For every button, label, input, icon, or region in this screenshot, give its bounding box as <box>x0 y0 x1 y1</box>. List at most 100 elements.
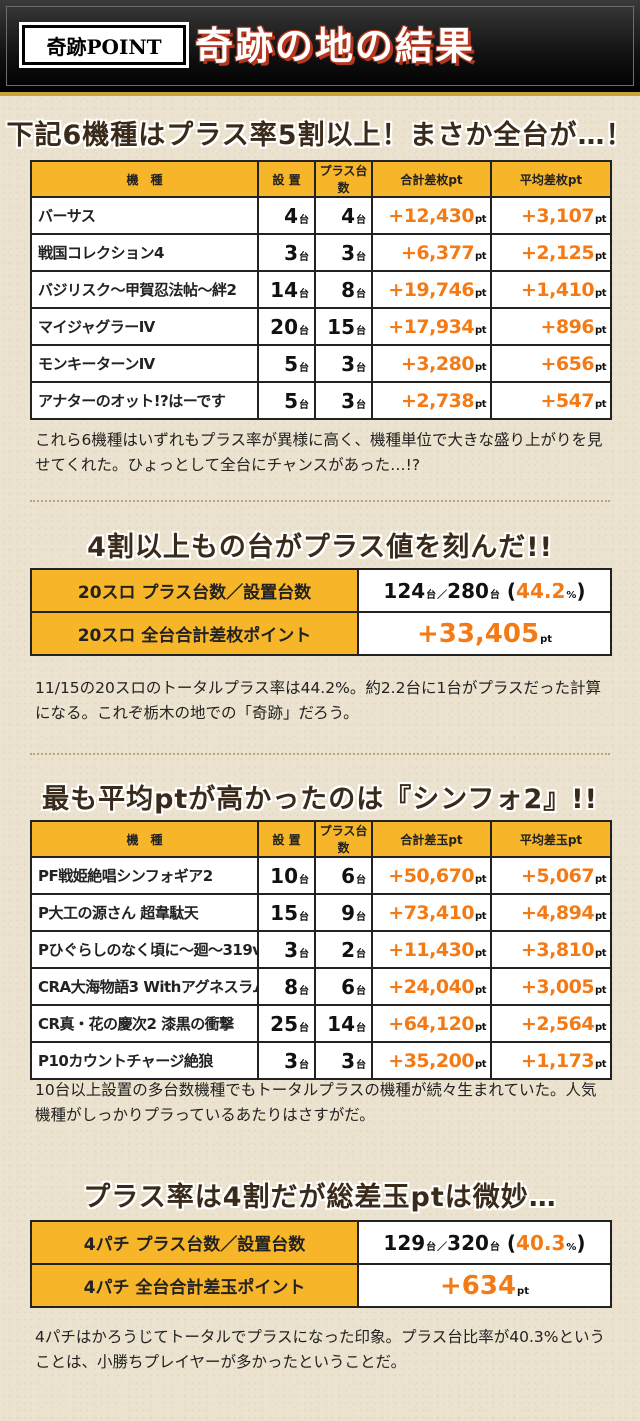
installed-count: 4台 <box>257 196 316 235</box>
total-points: +73,410pt <box>371 893 492 932</box>
total-points: +17,934pt <box>371 307 492 346</box>
col-header-total-pt: 合計差枚pt <box>371 160 492 198</box>
table-row: CR真・花の慶次2 漆黒の衝撃 25台 14台 +64,120pt +2,564pt <box>30 1004 612 1043</box>
average-points: +4,894pt <box>490 893 612 932</box>
total-points: +35,200pt <box>371 1041 492 1080</box>
total-points: +6,377pt <box>371 233 492 272</box>
summary-value: +634pt <box>357 1263 612 1308</box>
installed-count: 20台 <box>257 307 316 346</box>
plus-count: 2台 <box>314 930 373 969</box>
summary-row-total: 4パチ 全台合計差玉ポイント +634pt <box>30 1263 612 1308</box>
machine-name: マイジャグラーⅣ <box>30 307 259 346</box>
plus-count: 129 <box>383 1230 426 1255</box>
installed-count: 280 <box>447 578 489 603</box>
installed-count: 5台 <box>257 381 316 420</box>
plus-count: 8台 <box>314 270 373 309</box>
kiseki-point-badge: 奇跡POINT <box>22 25 186 65</box>
summary-label: 20スロ 全台合計差枚ポイント <box>30 611 359 656</box>
plus-count: 9台 <box>314 893 373 932</box>
average-points: +3,810pt <box>490 930 612 969</box>
table-row: アナターのオット!?はーです 5台 3台 +2,738pt +547pt <box>30 381 612 420</box>
pachinko-machine-table: 機 種 設 置 プラス台数 合計差玉pt 平均差玉pt PF戦姫絶唱シンフォギア… <box>30 820 612 1080</box>
section2-text: 11/15の20スロのトータルプラス率は44.2%。約2.2台に1台がプラスだっ… <box>35 679 602 722</box>
average-points: +1,410pt <box>490 270 612 309</box>
table-row: マイジャグラーⅣ 20台 15台 +17,934pt +896pt <box>30 307 612 346</box>
average-points: +3,107pt <box>490 196 612 235</box>
col-header-avg-pt: 平均差玉pt <box>490 820 612 858</box>
total-points: +64,120pt <box>371 1004 492 1043</box>
summary-label: 4パチ 全台合計差玉ポイント <box>30 1263 359 1308</box>
plus-count: 124 <box>383 578 426 603</box>
table-row: バーサス 4台 4台 +12,430pt +3,107pt <box>30 196 612 235</box>
installed-count: 10台 <box>257 856 316 895</box>
installed-count: 15台 <box>257 893 316 932</box>
col-header-machine: 機 種 <box>30 820 259 858</box>
table-row: バジリスク～甲賀忍法帖～絆2 14台 8台 +19,746pt +1,410pt <box>30 270 612 309</box>
section1-text: これら6機種はいずれもプラス率が異様に高く、機種単位で大きな盛り上がりを見せてく… <box>35 431 603 474</box>
machine-name: バジリスク～甲賀忍法帖～絆2 <box>30 270 259 309</box>
plus-count: 6台 <box>314 967 373 1006</box>
table-row: Pひぐらしのなく頃に～廻～319ver. 3台 2台 +11,430pt +3,810p… <box>30 930 612 969</box>
plus-count: 3台 <box>314 1041 373 1080</box>
summary-label: 4パチ プラス台数／設置台数 <box>30 1220 359 1265</box>
installed-count: 320 <box>447 1230 489 1255</box>
average-points: +2,125pt <box>490 233 612 272</box>
header-banner: 奇跡POINT 奇跡の地の結果 <box>0 0 640 96</box>
machine-name: 戦国コレクション4 <box>30 233 259 272</box>
section3-text: 10台以上設置の多台数機種でもトータルプラスの機種が続々生まれていた。人気機種が… <box>35 1081 597 1124</box>
total-points: +12,430pt <box>371 196 492 235</box>
col-header-avg-pt: 平均差枚pt <box>490 160 612 198</box>
machine-name: CR真・花の慶次2 漆黒の衝撃 <box>30 1004 259 1043</box>
total-points: +19,746pt <box>371 270 492 309</box>
average-points: +2,564pt <box>490 1004 612 1043</box>
slot-summary-table: 20スロ プラス台数／設置台数 124台／280台 (44.2%) 20スロ 全… <box>30 568 612 656</box>
col-header-total-pt: 合計差玉pt <box>371 820 492 858</box>
machine-name: CRA大海物語3 WithアグネスラムSAP <box>30 967 259 1006</box>
section2-heading: 4割以上もの台がプラス値を刻んだ!! <box>87 532 553 563</box>
total-points: +50,670pt <box>371 856 492 895</box>
summary-label: 20スロ プラス台数／設置台数 <box>30 568 359 613</box>
machine-name: P10カウントチャージ絶狼 <box>30 1041 259 1080</box>
plus-rate: 44.2 <box>516 578 566 603</box>
summary-value: 129台／320台 (40.3%) <box>357 1220 612 1265</box>
average-points: +5,067pt <box>490 856 612 895</box>
table-row: モンキーターンⅣ 5台 3台 +3,280pt +656pt <box>30 344 612 383</box>
total-points: +11,430pt <box>371 930 492 969</box>
installed-count: 3台 <box>257 233 316 272</box>
col-header-plus-count: プラス台数 <box>314 820 373 858</box>
total-points: +24,040pt <box>371 967 492 1006</box>
table-row: 戦国コレクション4 3台 3台 +6,377pt +2,125pt <box>30 233 612 272</box>
plus-count: 3台 <box>314 233 373 272</box>
col-header-installed: 設 置 <box>257 820 316 858</box>
table-row: PF戦姫絶唱シンフォギア2 10台 6台 +50,670pt +5,067pt <box>30 856 612 895</box>
installed-count: 3台 <box>257 930 316 969</box>
plus-count: 15台 <box>314 307 373 346</box>
machine-name: P大工の源さん 超韋駄天 <box>30 893 259 932</box>
average-points: +896pt <box>490 307 612 346</box>
summary-value: 124台／280台 (44.2%) <box>357 568 612 613</box>
pachinko-summary-table: 4パチ プラス台数／設置台数 129台／320台 (40.3%) 4パチ 全台合… <box>30 1220 612 1308</box>
summary-row-plus-rate: 4パチ プラス台数／設置台数 129台／320台 (40.3%) <box>30 1220 612 1265</box>
col-header-installed: 設 置 <box>257 160 316 198</box>
summary-value: +33,405pt <box>357 611 612 656</box>
plus-count: 3台 <box>314 344 373 383</box>
section4-text: 4パチはかろうじてトータルでプラスになった印象。プラス台比率が40.3%というこ… <box>35 1328 605 1371</box>
average-points: +3,005pt <box>490 967 612 1006</box>
total-points: +634 <box>439 1270 517 1301</box>
section-divider <box>30 500 610 502</box>
plus-count: 3台 <box>314 381 373 420</box>
total-points: +2,738pt <box>371 381 492 420</box>
section-divider <box>30 753 610 755</box>
plus-count: 4台 <box>314 196 373 235</box>
plus-count: 6台 <box>314 856 373 895</box>
summary-row-total: 20スロ 全台合計差枚ポイント +33,405pt <box>30 611 612 656</box>
installed-count: 8台 <box>257 967 316 1006</box>
machine-name: モンキーターンⅣ <box>30 344 259 383</box>
installed-count: 14台 <box>257 270 316 309</box>
installed-count: 25台 <box>257 1004 316 1043</box>
plus-count: 14台 <box>314 1004 373 1043</box>
machine-name: PF戦姫絶唱シンフォギア2 <box>30 856 259 895</box>
page-title: 奇跡の地の結果 <box>195 24 476 68</box>
plus-rate: 40.3 <box>516 1230 566 1255</box>
col-header-plus-count: プラス台数 <box>314 160 373 198</box>
